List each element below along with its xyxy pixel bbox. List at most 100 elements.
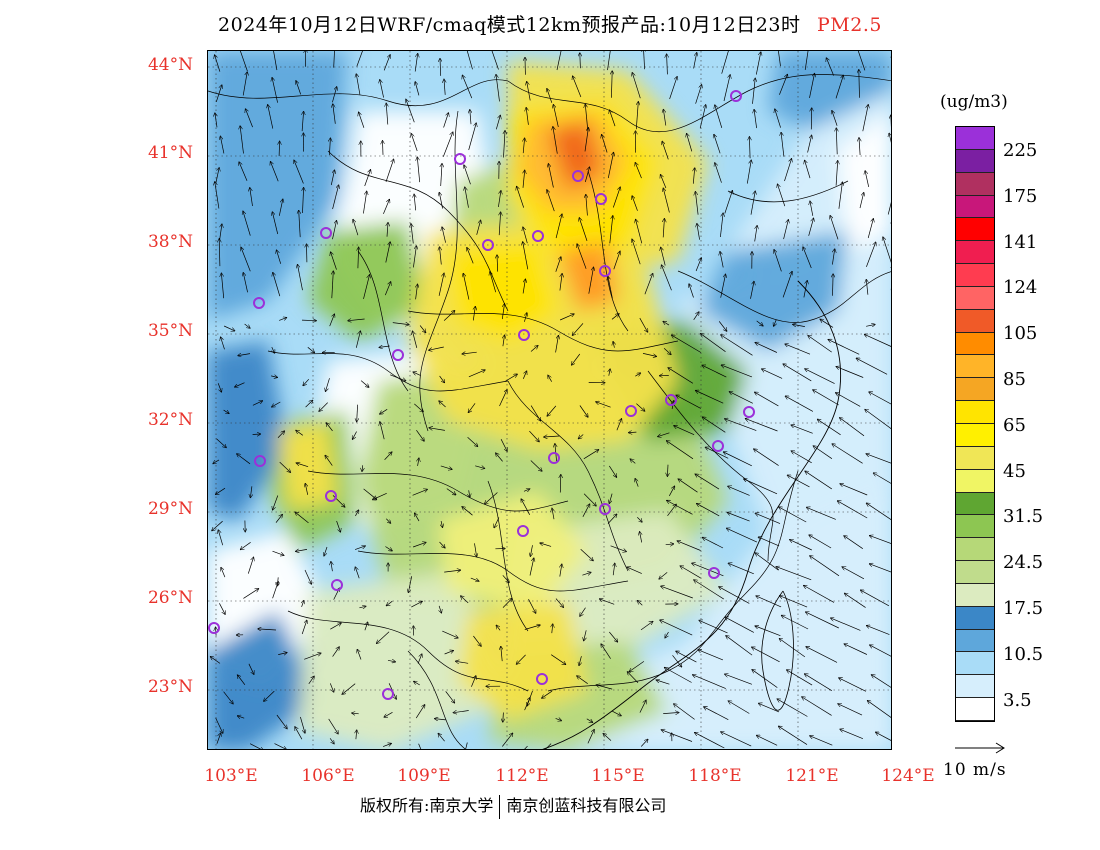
wind-arrow [720, 274, 726, 298]
wind-arrow [611, 710, 621, 716]
wind-arrow [294, 160, 304, 184]
wind-arrow [272, 212, 279, 235]
wind-arrow [219, 603, 225, 614]
wind-arrow [632, 73, 641, 99]
wind-arrow [832, 249, 834, 265]
wind-arrow [723, 75, 730, 102]
wind-arrow [702, 365, 727, 378]
wind-arrow [348, 319, 365, 321]
wind-arrow [838, 182, 843, 209]
wind-arrow [238, 354, 251, 356]
wind-arrow [784, 159, 792, 182]
wind-arrow [363, 191, 366, 214]
wind-arrow [215, 113, 217, 128]
wind-arrow [725, 419, 757, 431]
wind-arrow [220, 136, 225, 154]
wind-arrow [580, 53, 581, 69]
wind-arrow [695, 85, 702, 104]
wind-arrow [502, 599, 512, 608]
wind-arrow [678, 479, 698, 493]
wind-arrow [522, 371, 526, 379]
wind-arrow [808, 336, 832, 353]
wind-arrow [725, 674, 753, 685]
wind-arrow [304, 569, 311, 584]
lat-label-26: 26°N [147, 588, 193, 608]
wind-arrow [579, 434, 584, 439]
legend-label: 124 [1003, 277, 1038, 299]
wind-arrow [755, 52, 761, 75]
wind-arrow [415, 82, 420, 96]
wind-arrow [544, 436, 560, 437]
wind-arrow [418, 743, 422, 749]
wind-arrow [302, 112, 304, 132]
wind-arrow [468, 403, 476, 412]
wind-arrow [380, 80, 384, 98]
lat-label-41: 41°N [147, 143, 193, 163]
wind-arrow [698, 650, 724, 661]
wind-arrow [223, 410, 229, 413]
lat-label-32: 32°N [147, 410, 193, 430]
wind-arrow [836, 128, 837, 155]
wind-arrow [715, 163, 722, 183]
wind-arrow [857, 51, 866, 71]
wind-arrow [490, 272, 497, 293]
wind-arrow [414, 194, 416, 211]
city-station-marker [536, 673, 548, 685]
wind-arrow [693, 312, 699, 320]
wind-arrow [440, 465, 452, 469]
wind-arrow [540, 543, 552, 547]
wind-arrow [333, 51, 335, 68]
wind-arrow [777, 699, 808, 717]
wind-arrow [693, 53, 697, 69]
wind-arrow [632, 196, 638, 211]
wind-arrow [806, 612, 839, 629]
wind-arrow [268, 105, 274, 129]
wind-arrow [215, 717, 223, 733]
wind-arrow [442, 227, 446, 243]
wind-arrow [636, 220, 643, 244]
wind-arrow [744, 479, 778, 495]
legend-swatch [956, 446, 994, 470]
wind-arrow [826, 58, 835, 76]
wind-arrow [746, 160, 751, 184]
pm25-map[interactable] [207, 50, 892, 750]
legend-swatch [956, 424, 994, 447]
wind-arrow [333, 104, 336, 124]
wind-arrow [656, 680, 670, 685]
wind-arrow [296, 81, 302, 95]
wind-arrow [658, 432, 670, 437]
wind-arrow [695, 733, 725, 749]
wind-arrow [629, 432, 637, 433]
wind-arrow [304, 653, 321, 660]
wind-arrow [242, 72, 247, 96]
wind-arrow [276, 714, 287, 729]
wind-arrow [872, 675, 891, 688]
wind-arrow [832, 111, 838, 126]
legend-swatch [956, 583, 994, 607]
wind-arrow [835, 76, 843, 99]
wind-arrow [220, 224, 222, 240]
legend-swatch [956, 469, 994, 493]
wind-arrow [307, 347, 315, 352]
wind-arrow [810, 201, 814, 216]
wind-arrow [387, 600, 393, 605]
wind-arrow [217, 383, 221, 392]
wind-arrow [820, 319, 834, 328]
wind-arrow [237, 454, 251, 465]
wind-arrow [530, 346, 538, 352]
wind-arrow [241, 247, 251, 272]
wind-arrow [271, 376, 277, 378]
wind-arrow [867, 503, 891, 520]
wind-arrow [609, 369, 610, 376]
wind-arrow [642, 353, 656, 356]
wind-arrow [755, 513, 781, 524]
wind-arrow [865, 410, 891, 429]
wind-arrow [696, 391, 724, 404]
wind-arrow [579, 218, 588, 242]
wind-arrow [672, 655, 682, 667]
wind-arrow [504, 131, 506, 158]
wind-arrow [264, 690, 275, 701]
wind-arrow [548, 164, 554, 188]
wind-arrow [779, 75, 787, 95]
wind-arrow [502, 733, 512, 747]
